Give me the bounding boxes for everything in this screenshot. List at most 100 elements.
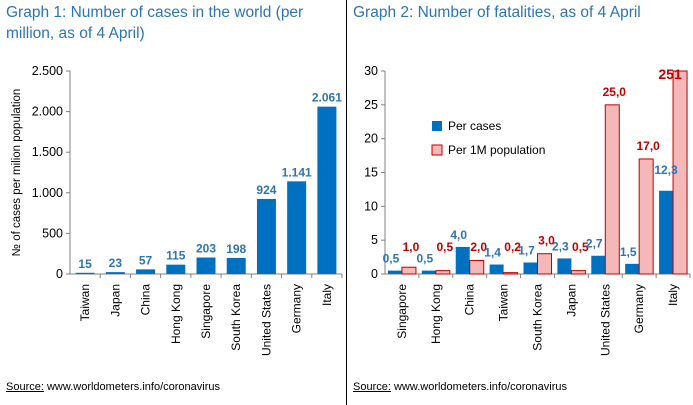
x-tick-label-japan: Japan (108, 284, 122, 317)
bar-per-cases-japan (557, 258, 572, 274)
bar-per-cases-singapore (387, 270, 402, 274)
y-tick-label: 0 (56, 267, 63, 281)
bar-per-cases-italy (659, 190, 674, 274)
legend-swatch-per-cases (432, 121, 442, 131)
y-tick-label: 30 (364, 64, 378, 78)
data-label-per-1m-china: 2,0 (470, 240, 487, 254)
bar-per-1m-singapore (401, 266, 417, 275)
x-tick-label-united-states: United States (598, 284, 612, 356)
graph-2-source-label: Source: (353, 381, 391, 393)
data-label-per-1m-germany: 17,0 (636, 139, 660, 153)
x-tick-label-south-korea: South Korea (229, 284, 243, 351)
data-label-per-cases-singapore: 0,5 (383, 252, 400, 266)
x-tick-label-south-korea: South Korea (531, 284, 545, 351)
bar-per-cases-taiwan (489, 264, 504, 274)
data-label-per-1m-singapore: 1,0 (403, 240, 420, 254)
legend-swatch-per-1m (431, 144, 443, 156)
data-label-per-cases-germany: 1,5 (620, 245, 637, 259)
data-label-japan: 23 (109, 256, 123, 270)
y-tick-label: 15 (364, 166, 378, 180)
y-tick-label: 2.000 (32, 105, 63, 119)
bar-japan (105, 272, 125, 274)
data-label-china: 57 (139, 253, 153, 267)
data-label-per-1m-italy: 251 (658, 66, 682, 82)
bar-china (136, 269, 156, 274)
bar-taiwan (75, 272, 95, 274)
data-label-per-cases-china: 4,0 (450, 228, 467, 242)
x-tick-label-hong-kong: Hong Kong (169, 284, 183, 344)
bar-singapore (196, 257, 216, 274)
panel-divider (346, 0, 347, 405)
bar-per-cases-china (455, 246, 470, 274)
bar-per-1m-united-states (604, 104, 620, 275)
bar-per-cases-hong-kong (421, 270, 436, 274)
y-tick-label: 1.500 (32, 145, 63, 159)
graph-1-title: Graph 1: Number of cases in the world (p… (6, 4, 304, 42)
x-tick-label-united-states: United States (259, 284, 273, 356)
bar-per-1m-japan (570, 270, 586, 275)
graph-2-panel: Graph 2: Number of fatalities, as of 4 A… (347, 0, 693, 405)
graph-1-chart: 0 500 1.000 1.500 2.000 2.500 № of cases per m… (11, 64, 343, 356)
data-label-taiwan: 15 (78, 257, 92, 271)
graph-1-source-label: Source: (6, 381, 44, 393)
data-label-italy: 2.061 (312, 91, 342, 105)
data-label-per-1m-united-states: 25,0 (603, 85, 627, 99)
y-tick-label: 5 (371, 233, 378, 247)
data-label-per-1m-japan: 0,5 (572, 240, 589, 254)
data-label-hong-kong: 115 (166, 249, 186, 263)
legend: Per cases Per 1M population (431, 119, 545, 157)
x-tick-label-italy: Italy (666, 284, 680, 306)
bar-per-1m-taiwan (503, 272, 519, 275)
data-label-per-1m-taiwan: 0,2 (504, 240, 521, 254)
graph-1-source-url: www.worldometers.info/coronavirus (43, 381, 220, 393)
bar-per-1m-germany (638, 158, 654, 275)
y-axis-label: № of cases per milion population (11, 89, 23, 257)
x-tick-label-italy: Italy (320, 284, 334, 306)
data-label-per-cases-hong-kong: 0,5 (416, 252, 433, 266)
y-tick-label: 0 (371, 267, 378, 281)
bar-per-cases-united-states (591, 255, 606, 274)
x-tick-label-singapore: Singapore (199, 284, 213, 339)
data-label-per-cases-japan: 2,3 (552, 239, 569, 253)
graph-2-title: Graph 2: Number of fatalities, as of 4 A… (353, 4, 641, 21)
bar-per-1m-hong-kong (435, 270, 451, 275)
data-label-per-cases-south-korea: 1,7 (518, 243, 535, 257)
x-tick-label-japan: Japan (564, 284, 578, 317)
x-tick-label-germany: Germany (290, 284, 304, 333)
bar-south-korea (226, 257, 246, 274)
x-tick-label-hong-kong: Hong Kong (429, 284, 443, 344)
graph-2-source: Source: www.worldometers.info/coronaviru… (353, 381, 567, 393)
legend-label-per-cases: Per cases (448, 119, 501, 133)
y-tick-label: 1.000 (32, 186, 63, 200)
x-tick-label-china: China (139, 284, 153, 316)
x-tick-label-germany: Germany (632, 284, 646, 333)
data-label-per-cases-italy: 12,3 (654, 163, 678, 177)
bar-per-1m-italy (672, 70, 688, 275)
x-tick-label-taiwan: Taiwan (78, 284, 92, 321)
bar-per-cases-south-korea (523, 262, 538, 274)
data-label-united-states: 924 (256, 183, 276, 197)
legend-label-per-1m: Per 1M population (448, 143, 545, 157)
data-label-singapore: 203 (196, 242, 216, 256)
graph-1-panel: Graph 1: Number of cases in the world (p… (0, 0, 346, 405)
data-label-per-1m-south-korea: 3,0 (538, 234, 555, 248)
bar-per-1m-china (469, 259, 485, 275)
y-tick-label: 2.500 (32, 64, 63, 78)
data-label-per-cases-taiwan: 1,4 (484, 246, 501, 260)
x-tick-label-taiwan: Taiwan (497, 284, 511, 321)
bar-italy (317, 106, 337, 275)
bar-hong-kong (166, 264, 186, 274)
y-tick-label: 10 (364, 199, 378, 213)
y-tick-label: 500 (42, 226, 63, 240)
bar-per-1m-south-korea (537, 253, 552, 275)
data-label-per-cases-united-states: 2,7 (586, 237, 603, 251)
y-tick-label: 25 (364, 98, 378, 112)
graph-1-source: Source: www.worldometers.info/coronaviru… (6, 381, 220, 393)
data-label-per-1m-hong-kong: 0,5 (436, 240, 453, 254)
bar-united-states (256, 198, 276, 274)
x-tick-label-singapore: Singapore (395, 284, 409, 339)
graph-2-source-url: www.worldometers.info/coronavirus (390, 381, 567, 393)
y-tick-label: 20 (364, 132, 378, 146)
data-label-south-korea: 198 (226, 242, 246, 256)
